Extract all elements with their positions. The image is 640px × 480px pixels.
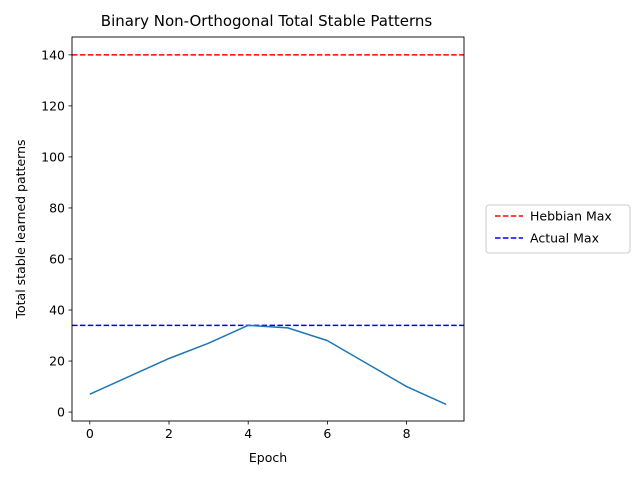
y-tick-label: 140 [41,47,65,62]
y-tick-label: 80 [49,200,65,215]
legend-label-actual-max: Actual Max [530,231,599,246]
x-tick-label: 4 [244,426,252,441]
x-axis-ticks: 0 2 4 6 8 [86,421,411,441]
plot-frame [71,36,465,422]
x-tick-label: 2 [165,426,173,441]
y-tick-label: 120 [41,98,65,113]
legend-label-hebbian-max: Hebbian Max [530,209,612,224]
series-line-0 [89,324,447,406]
y-tick-label: 100 [41,149,65,164]
legend: Hebbian Max Actual Max [485,204,631,254]
y-tick-label: 20 [49,354,65,369]
y-tick-label: 0 [57,405,65,420]
reference-lines [72,54,464,327]
x-tick-label: 0 [86,426,94,441]
x-tick-label: 8 [403,426,411,441]
chart-title: Binary Non-Orthogonal Total Stable Patte… [101,12,433,30]
y-tick-label: 40 [49,303,65,318]
y-axis-ticks: 0 20 40 60 80 100 120 140 [41,47,72,420]
y-axis-label: Total stable learned patterns [13,139,28,319]
x-tick-label: 6 [323,426,331,441]
legend-box [485,204,631,254]
series-layer [89,324,447,406]
y-tick-label: 60 [49,251,65,266]
x-axis-label: Epoch [249,450,287,465]
